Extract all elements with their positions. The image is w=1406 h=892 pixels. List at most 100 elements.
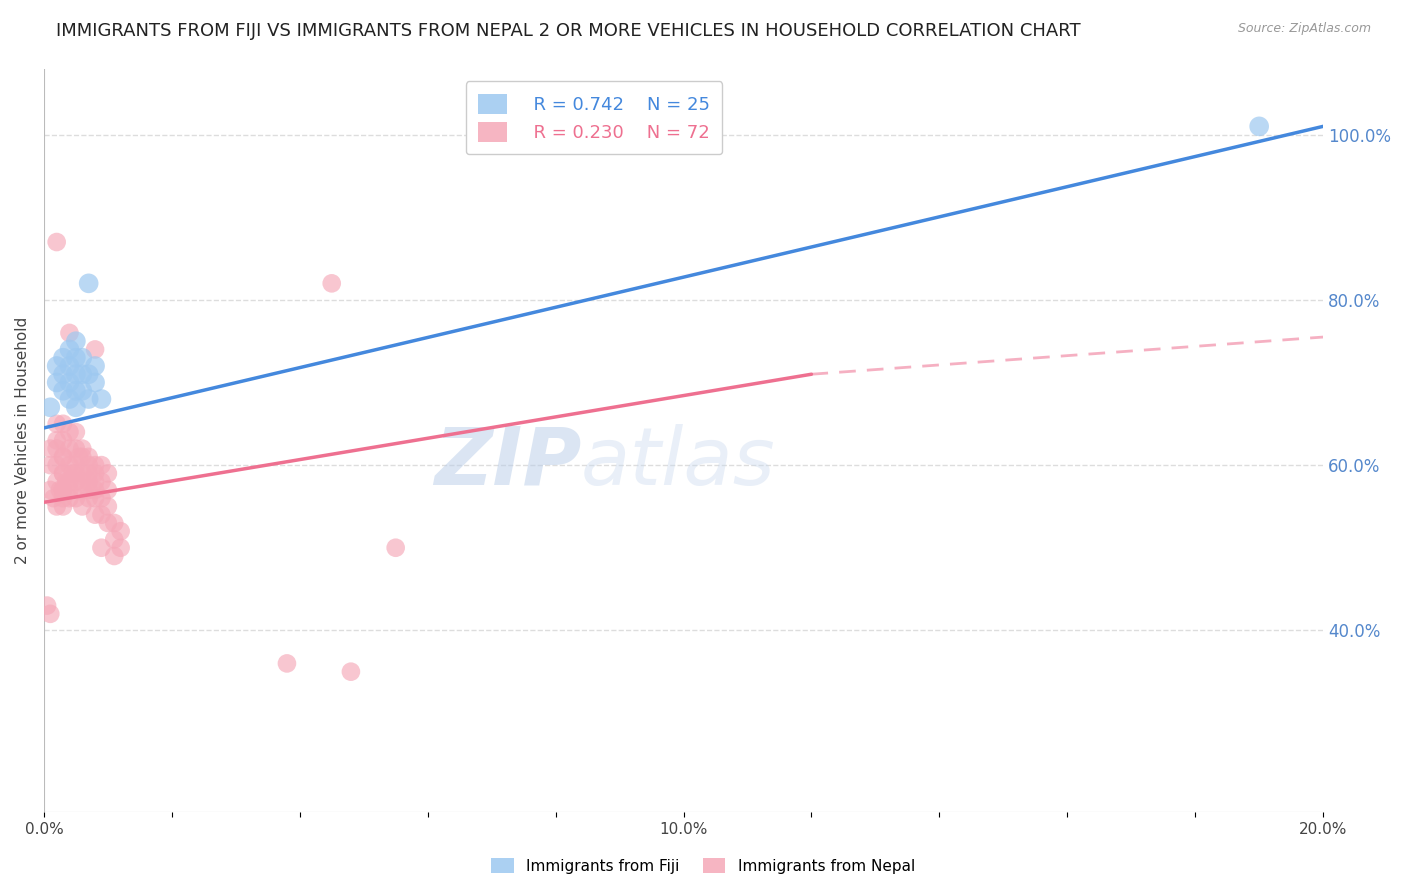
Point bbox=[72, 368, 94, 382]
Point bbox=[52, 483, 75, 497]
Point bbox=[77, 467, 100, 481]
Point bbox=[58, 425, 80, 439]
Point bbox=[45, 376, 67, 390]
Point bbox=[97, 500, 120, 514]
Point bbox=[90, 541, 112, 555]
Point bbox=[77, 450, 100, 464]
Point bbox=[58, 458, 80, 472]
Point bbox=[84, 508, 107, 522]
Point bbox=[340, 665, 363, 679]
Point bbox=[52, 491, 75, 505]
Point bbox=[67, 450, 90, 464]
Point bbox=[65, 475, 87, 489]
Point bbox=[65, 442, 87, 456]
Point bbox=[110, 524, 132, 539]
Point bbox=[52, 483, 75, 497]
Point bbox=[72, 450, 94, 464]
Point bbox=[72, 442, 94, 456]
Point bbox=[58, 343, 80, 357]
Point bbox=[97, 483, 120, 497]
Point bbox=[58, 442, 80, 456]
Point bbox=[103, 533, 125, 547]
Legend:   R = 0.742    N = 25,   R = 0.230    N = 72: R = 0.742 N = 25, R = 0.230 N = 72 bbox=[465, 81, 723, 154]
Point bbox=[65, 491, 87, 505]
Point bbox=[42, 491, 65, 505]
Point bbox=[84, 475, 107, 489]
Text: atlas: atlas bbox=[581, 424, 776, 501]
Point bbox=[58, 392, 80, 406]
Point bbox=[84, 376, 107, 390]
Point bbox=[77, 368, 100, 382]
Point bbox=[72, 467, 94, 481]
Point bbox=[77, 277, 100, 291]
Point bbox=[52, 467, 75, 481]
Point bbox=[90, 392, 112, 406]
Point bbox=[65, 334, 87, 348]
Point bbox=[84, 467, 107, 481]
Point bbox=[72, 384, 94, 398]
Point bbox=[65, 368, 87, 382]
Point bbox=[52, 417, 75, 431]
Y-axis label: 2 or more Vehicles in Household: 2 or more Vehicles in Household bbox=[15, 317, 30, 564]
Point bbox=[65, 467, 87, 481]
Point bbox=[52, 500, 75, 514]
Point bbox=[72, 475, 94, 489]
Point bbox=[52, 351, 75, 365]
Point bbox=[103, 516, 125, 530]
Point bbox=[45, 475, 67, 489]
Point bbox=[62, 467, 84, 481]
Legend: Immigrants from Fiji, Immigrants from Nepal: Immigrants from Fiji, Immigrants from Ne… bbox=[485, 852, 921, 880]
Point bbox=[103, 549, 125, 563]
Point bbox=[58, 483, 80, 497]
Point bbox=[45, 500, 67, 514]
Point bbox=[276, 657, 298, 671]
Point bbox=[77, 458, 100, 472]
Point bbox=[84, 359, 107, 373]
Point bbox=[45, 359, 67, 373]
Point bbox=[77, 483, 100, 497]
Point bbox=[52, 467, 75, 481]
Point bbox=[84, 458, 107, 472]
Point bbox=[384, 541, 406, 555]
Point bbox=[90, 475, 112, 489]
Point bbox=[45, 442, 67, 456]
Point bbox=[1249, 120, 1271, 134]
Point bbox=[39, 607, 62, 621]
Point bbox=[58, 359, 80, 373]
Point bbox=[97, 467, 120, 481]
Point bbox=[39, 458, 62, 472]
Point bbox=[65, 458, 87, 472]
Point bbox=[39, 483, 62, 497]
Point bbox=[90, 508, 112, 522]
Point bbox=[45, 417, 67, 431]
Point bbox=[84, 343, 107, 357]
Point bbox=[77, 491, 100, 505]
Point bbox=[58, 326, 80, 340]
Point bbox=[65, 425, 87, 439]
Point bbox=[77, 392, 100, 406]
Point bbox=[77, 475, 100, 489]
Point bbox=[72, 500, 94, 514]
Point bbox=[52, 450, 75, 464]
Point bbox=[90, 491, 112, 505]
Point bbox=[45, 458, 67, 472]
Text: IMMIGRANTS FROM FIJI VS IMMIGRANTS FROM NEPAL 2 OR MORE VEHICLES IN HOUSEHOLD CO: IMMIGRANTS FROM FIJI VS IMMIGRANTS FROM … bbox=[56, 22, 1081, 40]
Point bbox=[49, 483, 72, 497]
Point bbox=[55, 475, 77, 489]
Point bbox=[321, 277, 343, 291]
Point bbox=[84, 483, 107, 497]
Point bbox=[84, 491, 107, 505]
Point bbox=[90, 458, 112, 472]
Point bbox=[52, 368, 75, 382]
Point bbox=[39, 442, 62, 456]
Point bbox=[72, 483, 94, 497]
Point bbox=[65, 401, 87, 415]
Point bbox=[45, 434, 67, 448]
Point bbox=[65, 351, 87, 365]
Point bbox=[110, 541, 132, 555]
Point bbox=[52, 384, 75, 398]
Point bbox=[65, 384, 87, 398]
Point bbox=[52, 434, 75, 448]
Point bbox=[39, 401, 62, 415]
Point bbox=[72, 351, 94, 365]
